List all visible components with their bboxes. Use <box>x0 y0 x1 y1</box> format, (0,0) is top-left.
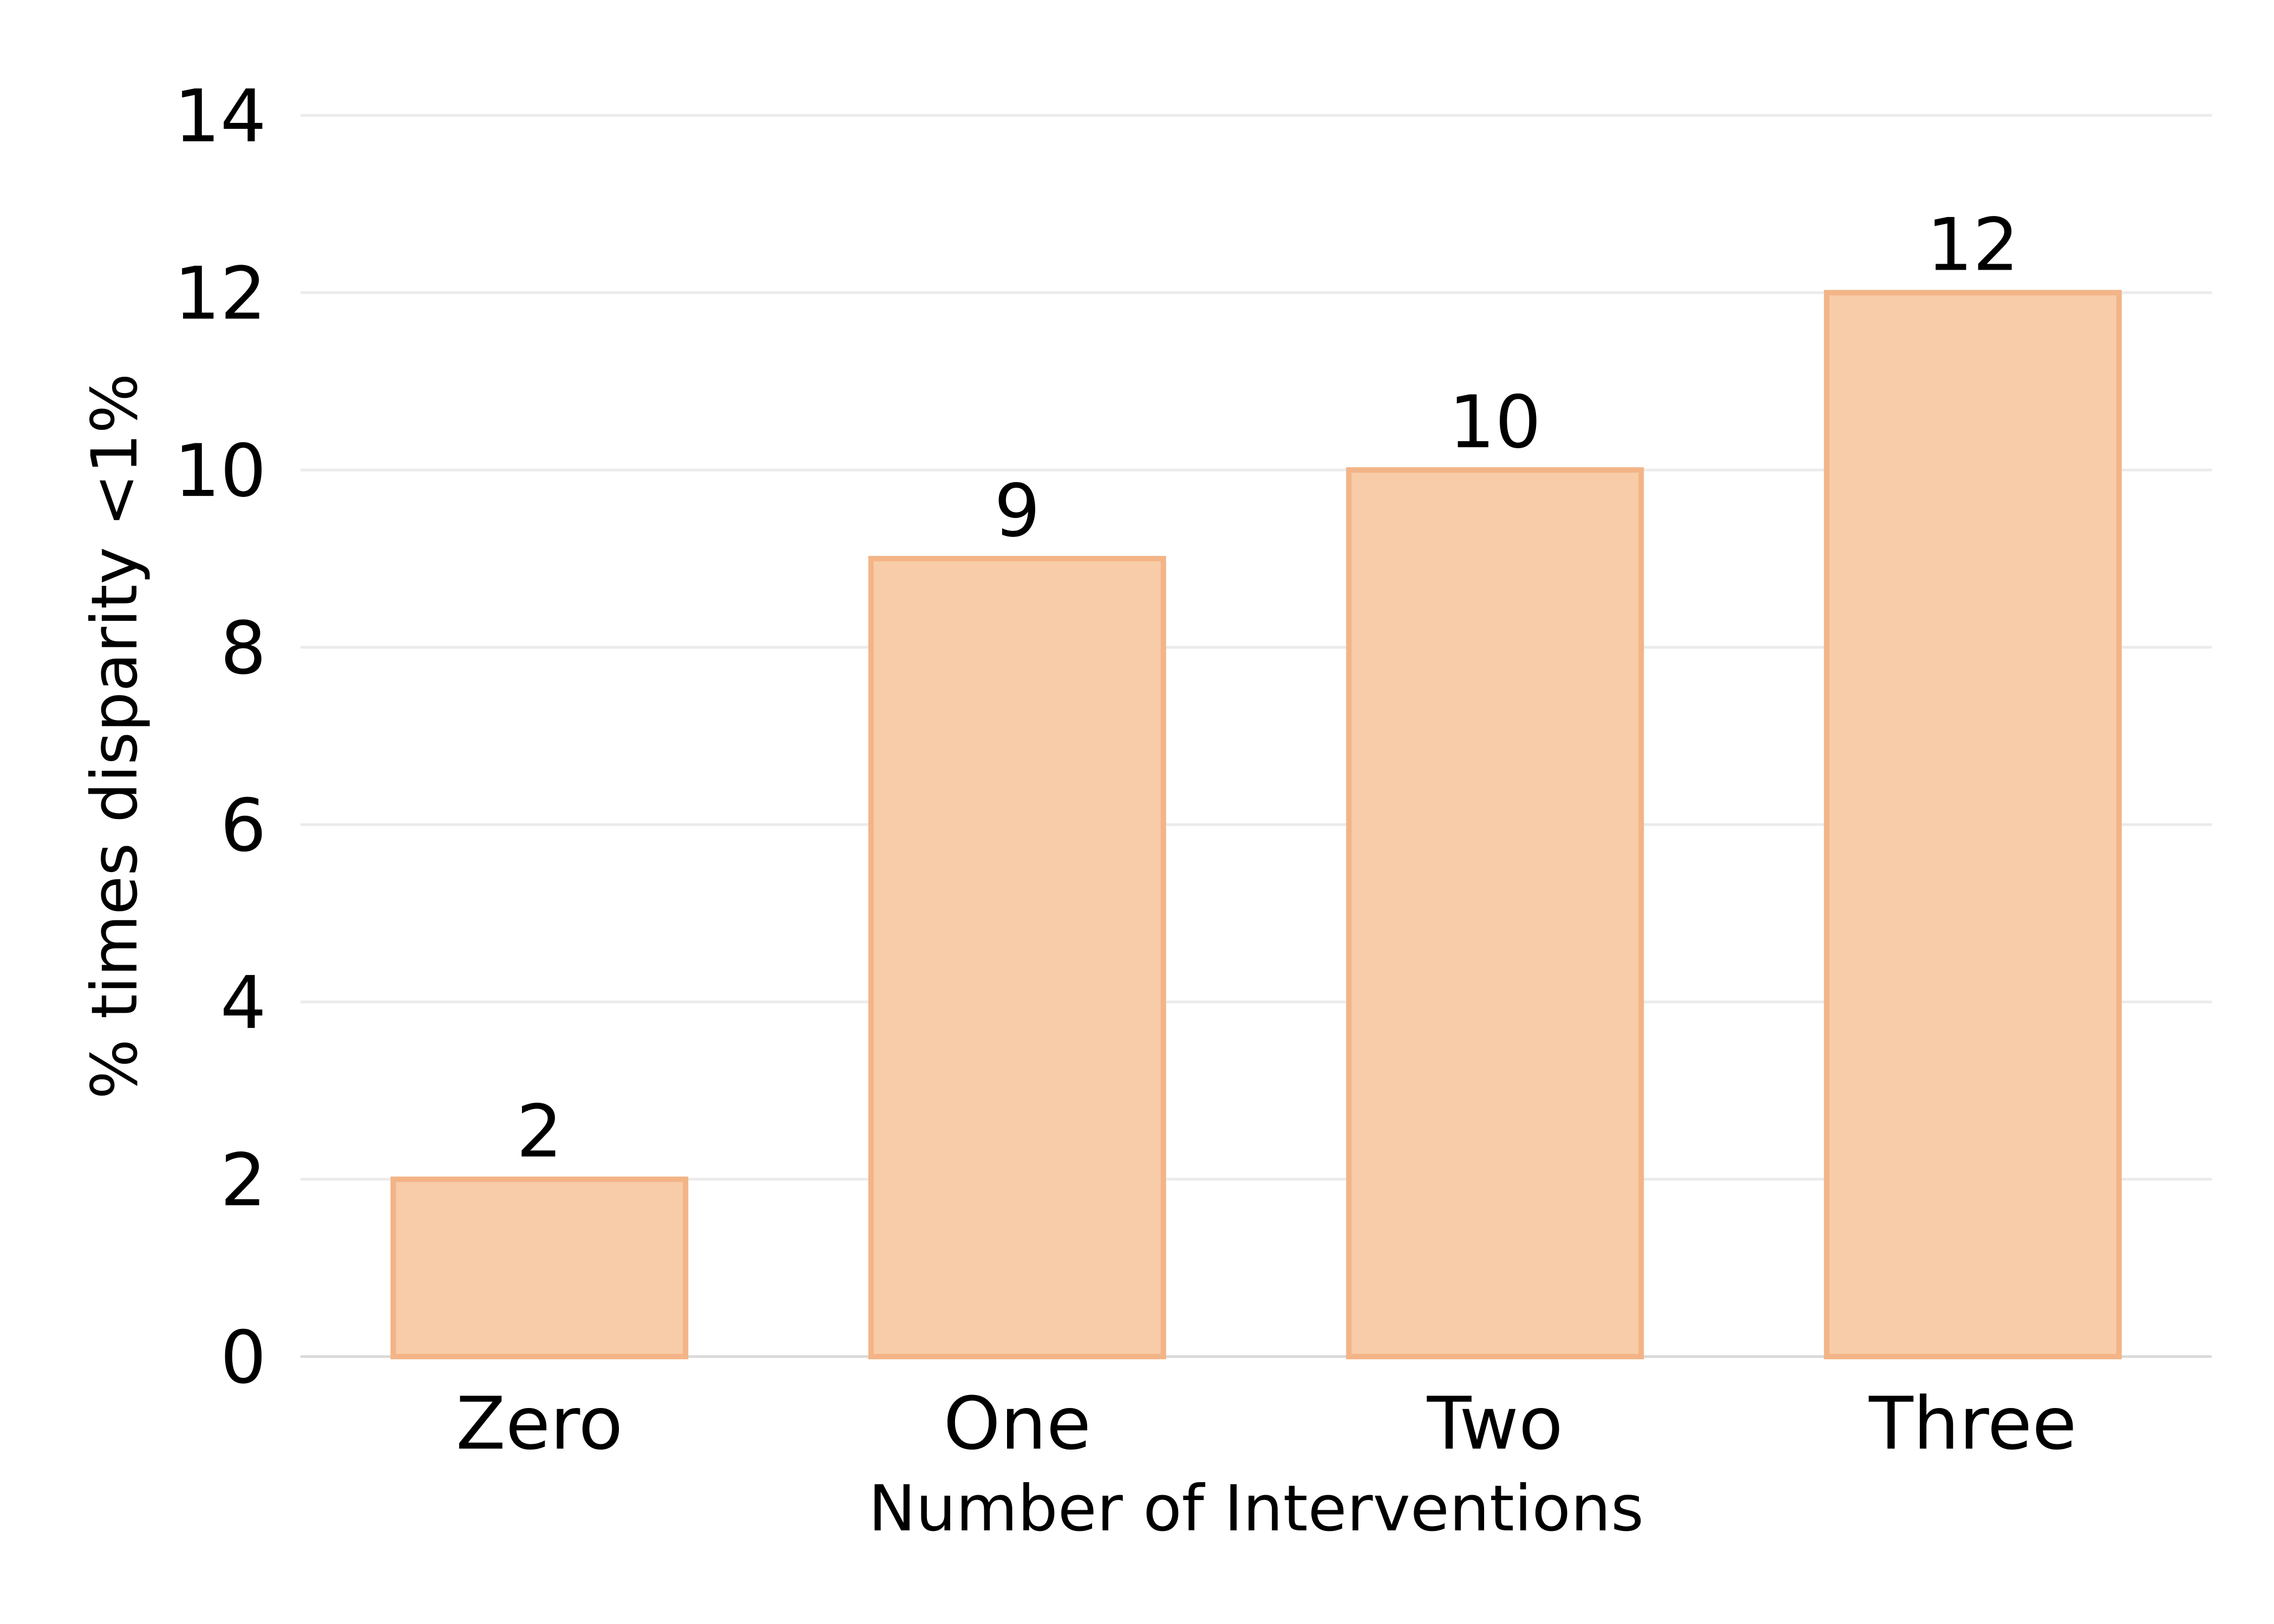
y-tick-label: 12 <box>174 252 266 336</box>
data-label: 9 <box>994 469 1040 553</box>
y-tick-label: 4 <box>220 961 266 1045</box>
y-axis-label: % times disparity <1% <box>77 373 152 1099</box>
y-tick-label: 14 <box>174 74 266 159</box>
y-tick-label: 6 <box>220 783 266 868</box>
x-tick-label: Two <box>1427 1381 1563 1466</box>
y-tick-label: 0 <box>220 1315 266 1400</box>
x-tick-label: Zero <box>456 1381 623 1466</box>
data-labels: 2 9 10 12 <box>517 203 2019 1174</box>
data-label: 2 <box>517 1089 563 1174</box>
bar-zero <box>390 1176 689 1359</box>
bar-one <box>868 555 1166 1359</box>
bar-two <box>1346 467 1644 1360</box>
data-label: 10 <box>1449 380 1541 464</box>
y-tick-label: 8 <box>220 606 266 691</box>
y-tick-labels: 0 2 4 6 8 10 12 14 <box>174 74 266 1400</box>
bars <box>390 290 2122 1360</box>
x-tick-label: One <box>943 1381 1091 1466</box>
x-tick-labels: Zero One Two Three <box>456 1381 2077 1466</box>
data-label: 12 <box>1926 203 2019 287</box>
bar-three <box>1824 290 2122 1359</box>
y-tick-label: 2 <box>220 1138 266 1222</box>
x-axis-label: Number of Interventions <box>868 1471 1644 1546</box>
x-tick-label: Three <box>1868 1381 2077 1466</box>
y-tick-label: 10 <box>174 429 266 513</box>
